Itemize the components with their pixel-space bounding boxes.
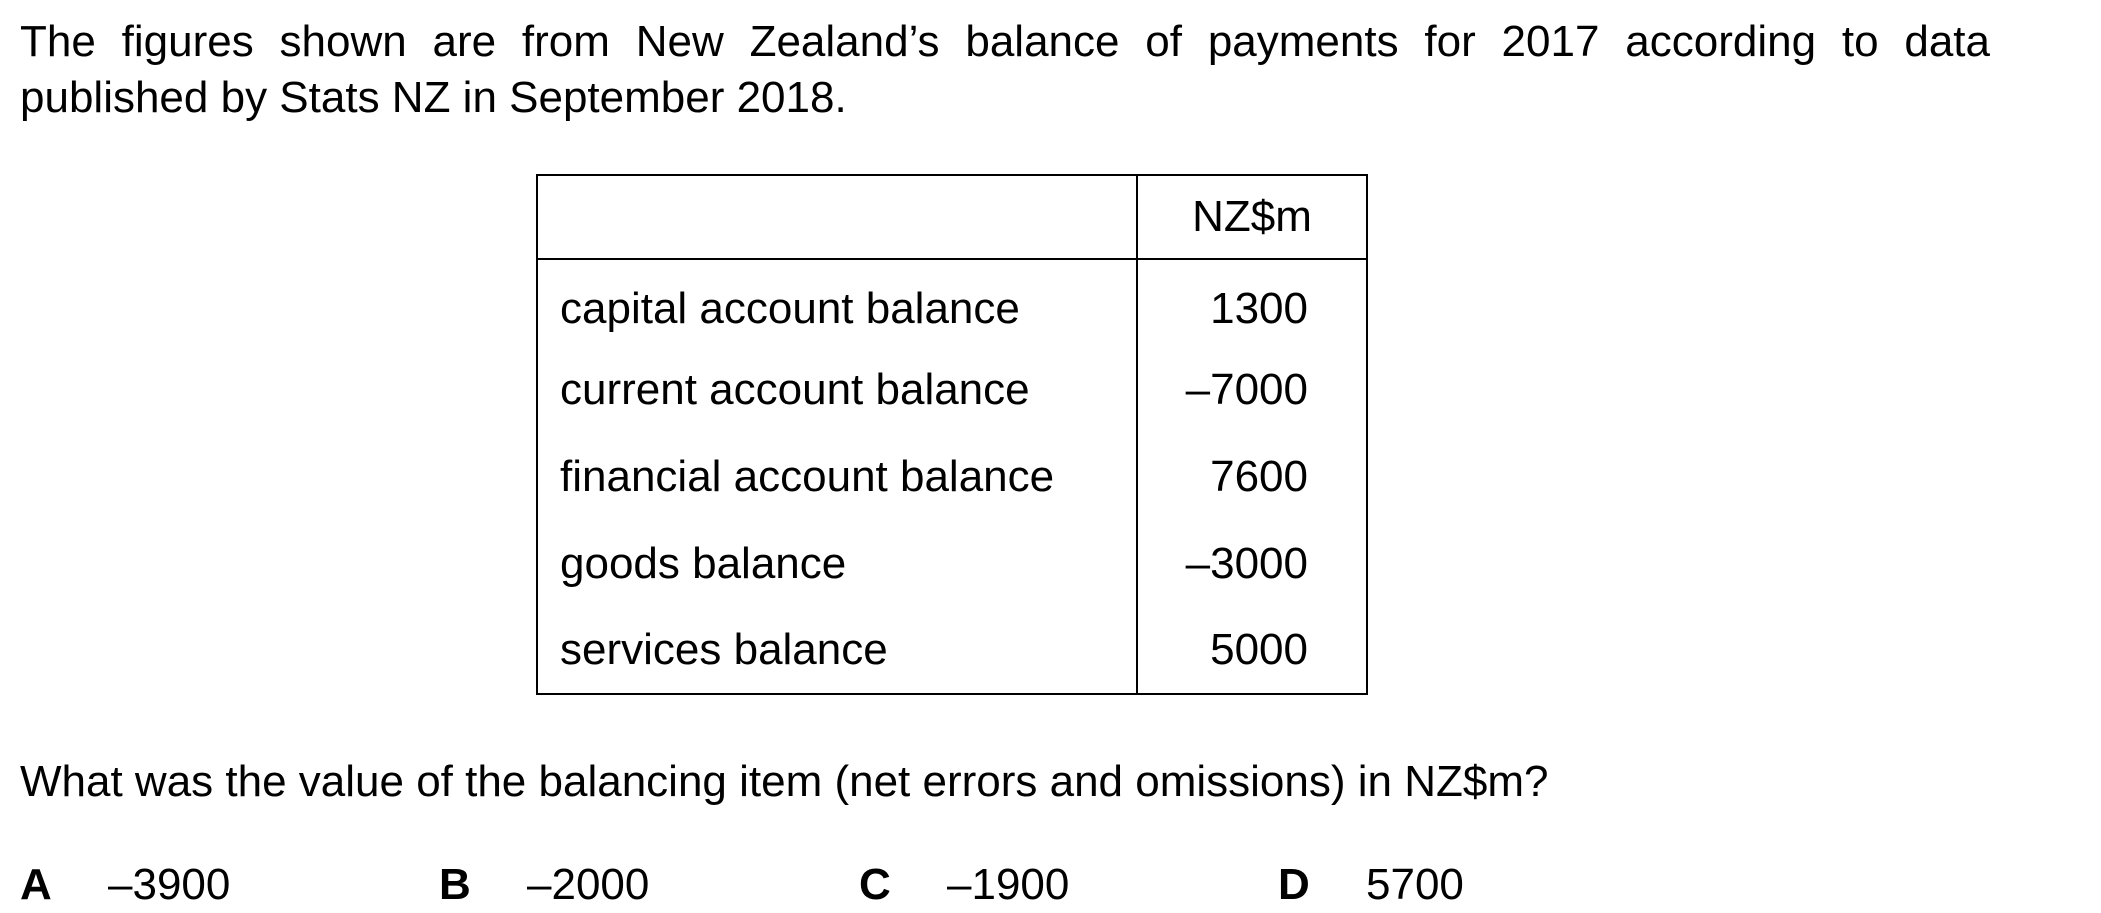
option-letter: A (20, 860, 52, 909)
row-value: 5000 (1136, 607, 1368, 694)
option-c[interactable]: C –1900 (859, 857, 1069, 913)
table-header-row: NZ$m (536, 175, 1368, 259)
option-value: –3900 (108, 860, 231, 909)
row-label: services balance (536, 607, 1138, 694)
table-row: capital account balance 1300 (536, 259, 1368, 346)
row-label: financial account balance (536, 433, 1138, 520)
option-a[interactable]: A –3900 (20, 857, 230, 913)
row-value: –7000 (1136, 346, 1368, 433)
option-letter: B (439, 860, 471, 909)
row-label: capital account balance (536, 259, 1138, 346)
row-value: 1300 (1136, 259, 1368, 346)
option-letter: D (1278, 860, 1310, 909)
table-row: financial account balance 7600 (536, 433, 1368, 520)
option-letter: C (859, 860, 891, 909)
row-value: 7600 (1136, 433, 1368, 520)
question-text: What was the value of the balancing item… (20, 757, 1549, 806)
option-value: –1900 (947, 860, 1070, 909)
table-row: services balance 5000 (536, 607, 1368, 694)
option-value: 5700 (1366, 860, 1464, 909)
option-value: –2000 (527, 860, 650, 909)
option-d[interactable]: D 5700 (1278, 857, 1464, 913)
answer-options: A –3900 B –2000 C –1900 D 5700 (20, 857, 1920, 913)
row-value: –3000 (1136, 520, 1368, 607)
header-label-cell (536, 175, 1138, 259)
table-row: current account balance –7000 (536, 346, 1368, 433)
option-b[interactable]: B –2000 (439, 857, 649, 913)
header-unit-cell: NZ$m (1136, 175, 1368, 259)
table-row: goods balance –3000 (536, 520, 1368, 607)
row-label: current account balance (536, 346, 1138, 433)
row-label: goods balance (536, 520, 1138, 607)
balance-of-payments-table: NZ$m capital account balance 1300 curren… (536, 174, 1368, 695)
intro-text: The figures shown are from New Zealand’s… (20, 17, 1990, 122)
